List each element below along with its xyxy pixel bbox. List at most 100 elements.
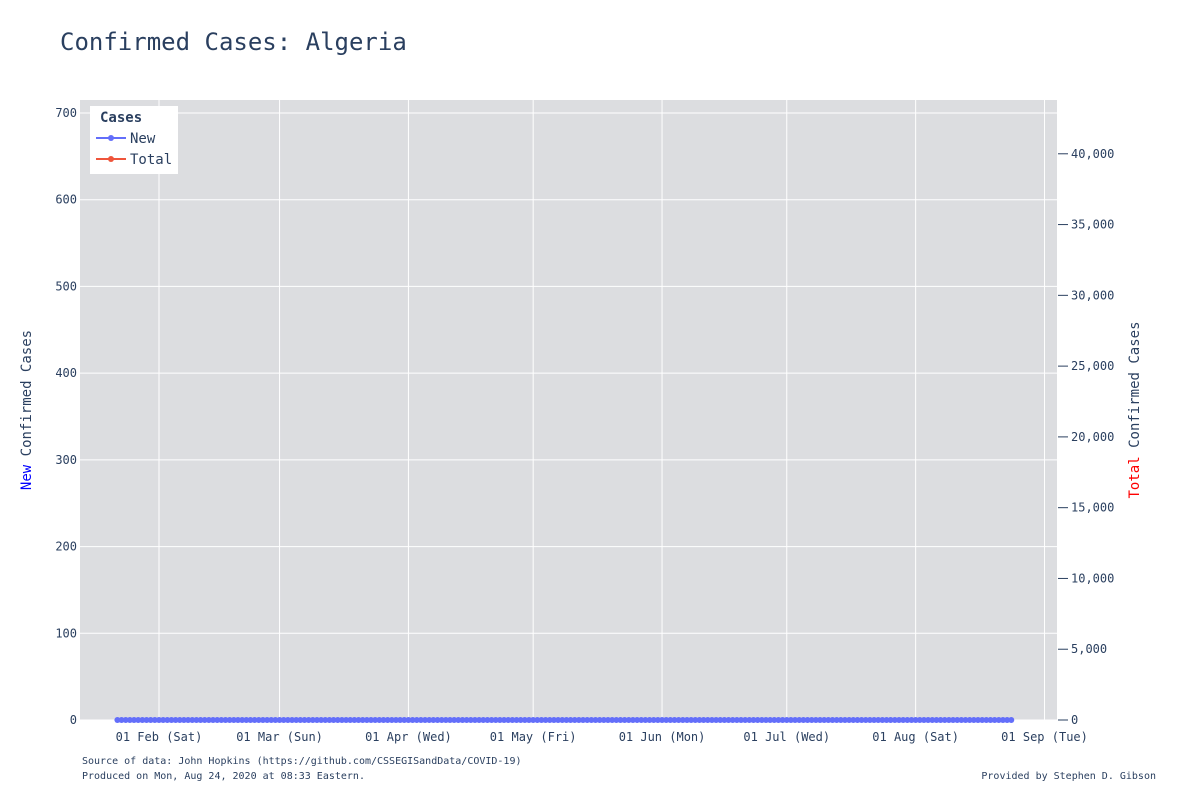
legend-item-total[interactable]: Total: [96, 152, 172, 168]
new-point: [480, 717, 487, 723]
new-point: [829, 717, 836, 723]
new-point: [426, 717, 433, 723]
legend-item-new[interactable]: New: [96, 131, 156, 147]
new-point: [679, 717, 686, 723]
new-point: [559, 717, 566, 723]
new-point: [858, 717, 865, 723]
new-point: [305, 717, 312, 723]
new-point: [563, 717, 570, 723]
new-point: [683, 717, 690, 723]
new-point: [417, 717, 424, 723]
y-left-title-prefix: New: [19, 464, 35, 490]
new-point: [650, 717, 657, 723]
new-point: [205, 717, 212, 723]
new-point: [675, 717, 682, 723]
new-point: [625, 717, 632, 723]
new-point: [318, 717, 325, 723]
new-point: [600, 717, 607, 723]
new-point: [667, 717, 674, 723]
new-point: [804, 717, 811, 723]
new-point: [916, 717, 923, 723]
new-point: [193, 717, 200, 723]
new-point: [729, 717, 736, 723]
y-left-tick-label: 100: [55, 626, 77, 640]
new-point: [580, 717, 587, 723]
new-point: [434, 717, 441, 723]
new-point: [742, 717, 749, 723]
new-point: [280, 717, 287, 723]
new-point: [738, 717, 745, 723]
new-point: [958, 717, 965, 723]
new-point: [151, 717, 158, 723]
new-point: [131, 717, 138, 723]
y-right-tick-label: 5,000: [1071, 642, 1107, 656]
y-right-title-suffix: Confirmed Cases: [1127, 321, 1143, 456]
legend-total-label: Total: [130, 152, 172, 168]
new-point: [185, 717, 192, 723]
legend: Cases New Total: [90, 106, 178, 174]
new-point: [725, 717, 732, 723]
new-point: [629, 717, 636, 723]
new-point: [584, 717, 591, 723]
new-point: [900, 717, 907, 723]
new-point: [376, 717, 383, 723]
new-point: [812, 717, 819, 723]
new-point: [484, 717, 491, 723]
new-point: [234, 717, 241, 723]
new-point: [392, 717, 399, 723]
y-right-title-prefix: Total: [1127, 456, 1143, 498]
new-point: [837, 717, 844, 723]
new-point: [808, 717, 815, 723]
new-point: [966, 717, 973, 723]
new-point: [891, 717, 898, 723]
new-point: [779, 717, 786, 723]
new-point: [700, 717, 707, 723]
new-point: [692, 717, 699, 723]
new-point: [122, 717, 129, 723]
new-point: [945, 717, 952, 723]
new-point: [970, 717, 977, 723]
new-point: [430, 717, 437, 723]
new-point: [143, 717, 150, 723]
new-point: [272, 717, 279, 723]
new-point: [688, 717, 695, 723]
new-point: [542, 717, 549, 723]
y-right-tick-label: 30,000: [1071, 288, 1114, 302]
axes: 01 Feb (Sat) 01 Mar (Sun) 01 Apr (Wed) 01 M…: [55, 106, 1114, 744]
new-point: [833, 717, 840, 723]
new-point: [264, 717, 271, 723]
new-point: [409, 717, 416, 723]
y-left-tick-label: 200: [55, 540, 77, 554]
new-point: [372, 717, 379, 723]
new-point: [654, 717, 661, 723]
new-point: [322, 717, 329, 723]
new-point: [276, 717, 283, 723]
new-point: [817, 717, 824, 723]
new-point: [634, 717, 641, 723]
new-point: [613, 717, 620, 723]
new-point: [496, 717, 503, 723]
new-point: [463, 717, 470, 723]
new-point: [721, 717, 728, 723]
new-point: [447, 717, 454, 723]
new-point: [147, 717, 154, 723]
new-point: [326, 717, 333, 723]
new-point: [380, 717, 387, 723]
new-point: [160, 717, 167, 723]
new-point: [476, 717, 483, 723]
y-right-tick-label: 25,000: [1071, 359, 1114, 373]
new-point: [505, 717, 512, 723]
y-left-title-suffix: Confirmed Cases: [19, 330, 35, 465]
new-point: [575, 717, 582, 723]
new-point: [442, 717, 449, 723]
new-point: [201, 717, 208, 723]
new-point: [987, 717, 994, 723]
new-point: [509, 717, 516, 723]
x-tick-label: 01 Feb (Sat): [116, 730, 203, 744]
new-point: [567, 717, 574, 723]
new-point: [126, 717, 133, 723]
new-point: [933, 717, 940, 723]
new-point: [521, 717, 528, 723]
x-tick-label: 01 Apr (Wed): [365, 730, 452, 744]
